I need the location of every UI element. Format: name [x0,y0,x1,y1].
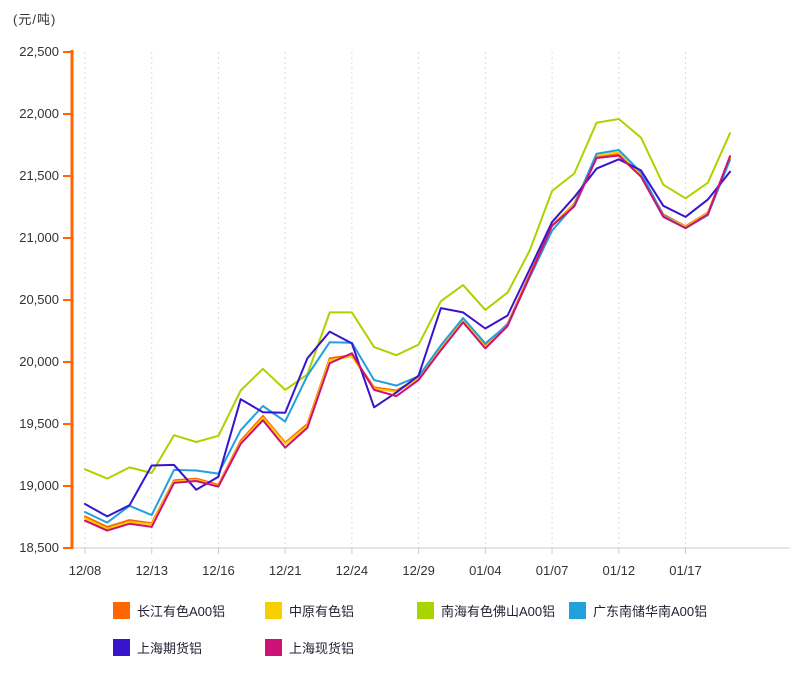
x-axis-tick-label: 01/17 [669,563,702,578]
legend-item-4[interactable]: 上海期货铝 [113,636,265,658]
legend-swatch-icon [265,638,282,656]
y-axis-tick-label: 22,000 [19,106,59,121]
y-axis-tick-label: 19,500 [19,416,59,431]
y-axis-tick-label: 22,500 [19,44,59,59]
x-axis-tick-label: 12/29 [402,563,435,578]
series-line-3 [84,149,731,524]
x-axis-tick-label: 12/24 [336,563,369,578]
legend-item-1[interactable]: 中原有色铝 [265,599,417,621]
legend-swatch-icon [113,638,130,656]
x-axis-tick-label: 01/04 [469,563,502,578]
legend-swatch-icon [569,601,586,619]
y-axis-tick-label: 18,500 [19,540,59,555]
y-axis-unit-label: (元/吨) [13,12,57,27]
legend-label: 南海有色佛山A00铝 [441,603,556,619]
legend-item-2[interactable]: 南海有色佛山A00铝 [417,599,569,621]
x-axis-tick-label: 12/08 [69,563,102,578]
legend-swatch-icon [265,601,282,619]
y-axis-tick-label: 20,500 [19,292,59,307]
y-axis-tick-label: 21,000 [19,230,59,245]
legend-item-0[interactable]: 长江有色A00铝 [113,599,265,621]
x-axis-tick-label: 12/21 [269,563,302,578]
y-axis-tick-label: 19,000 [19,478,59,493]
line-chart-canvas: 22,500 22,000 21,500 21,000 20,500 20,000 19,5… [19,44,790,578]
legend-item-3[interactable]: 广东南储华南A00铝 [569,599,721,621]
series-line-5 [84,154,731,532]
chart-legend: 长江有色A00铝 中原有色铝 南海有色佛山A00铝 广东南储华南A00铝上海期货铝 上海… [113,599,793,673]
legend-swatch-icon [417,601,434,619]
x-axis-tick-label: 01/12 [603,563,636,578]
series-line-2 [84,118,731,480]
legend-label: 上海现货铝 [289,640,355,656]
x-axis-tick-label: 12/13 [135,563,168,578]
legend-swatch-icon [113,601,130,619]
x-axis-tick-label: 01/07 [536,563,569,578]
legend-label: 上海期货铝 [137,640,203,656]
y-axis-tick-label: 21,500 [19,168,59,183]
legend-label: 广东南储华南A00铝 [593,603,708,619]
y-axis-tick-label: 20,000 [19,354,59,369]
legend-item-5[interactable]: 上海现货铝 [265,636,417,658]
legend-label: 中原有色铝 [289,603,355,619]
legend-label: 长江有色A00铝 [137,603,226,619]
x-axis-tick-label: 12/16 [202,563,235,578]
series-line-4 [84,158,731,518]
